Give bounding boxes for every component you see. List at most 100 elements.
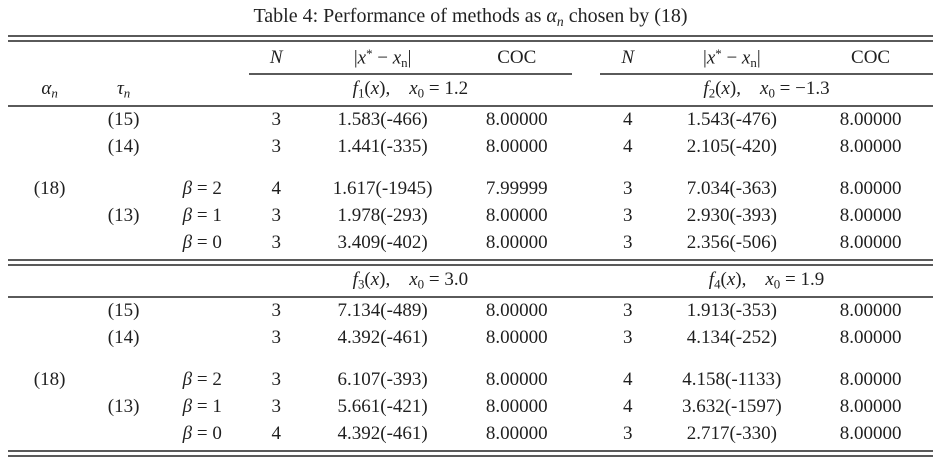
cell-err1: 1.441(-335) xyxy=(337,135,428,157)
column-gutter xyxy=(572,262,600,298)
cell-alpha: (18) xyxy=(33,177,66,199)
header-n1: N xyxy=(248,34,304,75)
empty-cell xyxy=(91,262,156,298)
table-row: N |x* − xn| COC N |x* − xn| COC xyxy=(8,34,933,75)
cell-err2: 1.913(-353) xyxy=(686,299,777,321)
cell-err2: 2.930(-393) xyxy=(686,204,777,226)
cell-err1: 3.409(-402) xyxy=(304,229,462,266)
cell-coc1: 8.00000 xyxy=(485,204,548,226)
empty-cell xyxy=(156,34,249,74)
cell-tau: (14) xyxy=(107,326,140,348)
column-gutter xyxy=(572,420,600,457)
cell-coc1: 8.00000 xyxy=(485,299,548,321)
cell-tau xyxy=(91,161,156,203)
cell-n1: 3 xyxy=(248,229,304,266)
paper-page: Table 4: Performance of methods as αn ch… xyxy=(8,0,933,457)
cell-n1: 3 xyxy=(271,204,282,226)
cell-err2: 2.105(-420) xyxy=(686,135,777,157)
cell-tau: (13) xyxy=(107,204,140,226)
cell-coc1: 8.00000 xyxy=(485,326,548,348)
table-row: (14) 3 4.392(-461) 8.00000 3 4.134(-252)… xyxy=(8,325,933,352)
cell-tau: (15) xyxy=(107,108,140,130)
cell-coc2: 8.00000 xyxy=(839,135,902,157)
empty-cell xyxy=(156,73,249,107)
cell-n2: 4 xyxy=(623,135,633,157)
cell-coc2: 8.00000 xyxy=(839,326,902,348)
column-gutter xyxy=(572,203,600,230)
cell-n1: 3 xyxy=(271,299,282,321)
cell-tau xyxy=(91,229,156,266)
table-row: (15) 3 7.134(-489) 8.00000 3 1.913(-353)… xyxy=(8,297,933,325)
section2-left-function: f3(x), x0 = 3.0 xyxy=(248,262,573,298)
cell-n2: 4 xyxy=(623,395,633,417)
cell-coc2: 8.00000 xyxy=(808,420,933,457)
section2-right-function: f4(x), x0 = 1.9 xyxy=(600,262,933,298)
cell-n1: 3 xyxy=(271,135,282,157)
results-table: N |x* − xn| COC N |x* − xn| COC αn τn f1… xyxy=(8,34,933,457)
cell-coc1: 7.99999 xyxy=(485,177,548,199)
column-gutter xyxy=(572,352,600,394)
cell-coc1: 8.00000 xyxy=(461,420,573,457)
cell-err1: 5.661(-421) xyxy=(337,395,428,417)
cell-err1: 6.107(-393) xyxy=(337,368,428,390)
cell-n1: 4 xyxy=(248,420,304,457)
column-gutter xyxy=(572,106,600,134)
cell-alpha xyxy=(8,394,91,421)
cell-beta: β = 2 xyxy=(182,368,222,390)
cell-n2: 4 xyxy=(623,108,633,130)
cell-coc1: 8.00000 xyxy=(485,395,548,417)
cell-alpha: (18) xyxy=(33,368,66,390)
cell-coc2: 8.00000 xyxy=(839,177,902,199)
header-err1: |x* − xn| xyxy=(304,34,462,75)
cell-n2: 3 xyxy=(623,326,633,348)
header-alpha-n: αn xyxy=(8,73,92,107)
section1-left-function: f1(x), x0 = 1.2 xyxy=(248,73,573,107)
column-gutter xyxy=(572,161,600,203)
cell-coc2: 8.00000 xyxy=(839,368,902,390)
header-coc2: COC xyxy=(808,34,933,75)
cell-err2: 7.034(-363) xyxy=(686,177,777,199)
cell-alpha xyxy=(8,203,91,230)
cell-err1: 4.392(-461) xyxy=(304,420,462,457)
section1-right-function: f2(x), x0 = −1.3 xyxy=(600,73,933,107)
column-gutter xyxy=(572,297,600,325)
table-row: (15) 3 1.583(-466) 8.00000 4 1.543(-476)… xyxy=(8,106,933,134)
cell-tau xyxy=(91,420,156,457)
cell-beta xyxy=(156,325,249,352)
cell-coc2: 8.00000 xyxy=(839,204,902,226)
cell-err2: 4.158(-1133) xyxy=(682,368,782,390)
table-row: (18) β = 2 4 1.617(-1945) 7.99999 3 7.03… xyxy=(8,161,933,203)
header-n2: N xyxy=(600,34,656,75)
cell-alpha xyxy=(8,297,91,325)
cell-err2: 2.356(-506) xyxy=(655,229,809,266)
cell-beta xyxy=(156,106,249,134)
empty-cell xyxy=(91,34,156,74)
cell-n2: 3 xyxy=(623,299,633,321)
table-row: αn τn f1(x), x0 = 1.2 f2(x), x0 = −1.3 xyxy=(8,73,933,107)
cell-beta: β = 1 xyxy=(182,204,222,226)
cell-beta: β = 1 xyxy=(182,395,222,417)
column-gutter xyxy=(572,73,600,107)
cell-err2: 2.717(-330) xyxy=(655,420,809,457)
cell-err1: 1.978(-293) xyxy=(337,204,428,226)
cell-coc1: 8.00000 xyxy=(461,229,573,266)
cell-n2: 3 xyxy=(600,420,656,457)
empty-cell xyxy=(8,262,92,298)
cell-n2: 3 xyxy=(623,177,633,199)
cell-n1: 3 xyxy=(271,108,282,130)
cell-err2: 1.543(-476) xyxy=(686,108,777,130)
column-gutter xyxy=(572,34,600,74)
table-row: β = 0 3 3.409(-402) 8.00000 3 2.356(-506… xyxy=(8,229,933,266)
cell-beta xyxy=(156,134,249,161)
cell-coc2: 8.00000 xyxy=(839,395,902,417)
header-tau-n: τn xyxy=(91,73,156,107)
table-row: (18) β = 2 3 6.107(-393) 8.00000 4 4.158… xyxy=(8,352,933,394)
cell-tau xyxy=(91,352,156,394)
cell-n2: 3 xyxy=(600,229,656,266)
cell-coc1: 8.00000 xyxy=(485,135,548,157)
cell-alpha xyxy=(8,325,91,352)
cell-err1: 1.583(-466) xyxy=(337,108,428,130)
cell-err1: 1.617(-1945) xyxy=(332,177,433,199)
header-err2: |x* − xn| xyxy=(655,34,809,75)
cell-n1: 3 xyxy=(271,368,282,390)
